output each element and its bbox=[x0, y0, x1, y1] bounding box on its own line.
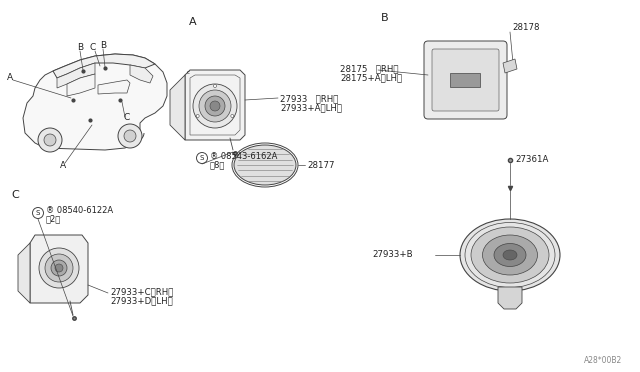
Ellipse shape bbox=[483, 235, 538, 275]
Circle shape bbox=[44, 134, 56, 146]
Text: ® 08543-6162A: ® 08543-6162A bbox=[210, 152, 277, 161]
Text: A: A bbox=[60, 161, 66, 170]
Ellipse shape bbox=[171, 95, 183, 121]
Circle shape bbox=[118, 124, 142, 148]
Ellipse shape bbox=[174, 101, 180, 115]
Polygon shape bbox=[18, 243, 30, 303]
Polygon shape bbox=[185, 70, 245, 140]
Polygon shape bbox=[30, 235, 88, 303]
Circle shape bbox=[214, 84, 216, 87]
Text: 27933+C（RH）: 27933+C（RH） bbox=[110, 287, 173, 296]
Text: （2）: （2） bbox=[46, 214, 61, 223]
Text: B: B bbox=[100, 42, 106, 51]
Text: 27933+B: 27933+B bbox=[372, 250, 413, 259]
Circle shape bbox=[33, 208, 44, 218]
Text: C: C bbox=[11, 190, 19, 200]
Ellipse shape bbox=[460, 219, 560, 291]
Circle shape bbox=[196, 115, 199, 118]
Circle shape bbox=[199, 90, 231, 122]
Circle shape bbox=[38, 128, 62, 152]
Ellipse shape bbox=[494, 244, 526, 266]
Ellipse shape bbox=[471, 227, 549, 283]
Text: B: B bbox=[77, 44, 83, 52]
Text: C: C bbox=[124, 113, 130, 122]
Text: ® 08540-6122A: ® 08540-6122A bbox=[46, 206, 113, 215]
FancyBboxPatch shape bbox=[432, 49, 499, 111]
Text: C: C bbox=[90, 44, 96, 52]
Circle shape bbox=[51, 260, 67, 276]
Text: （8）: （8） bbox=[210, 160, 225, 169]
Circle shape bbox=[196, 153, 207, 164]
Text: 28175+A（LH）: 28175+A（LH） bbox=[340, 73, 402, 82]
Text: 28175   （RH）: 28175 （RH） bbox=[340, 64, 399, 73]
Ellipse shape bbox=[503, 250, 517, 260]
Text: S: S bbox=[200, 155, 204, 161]
Circle shape bbox=[231, 115, 234, 118]
Text: 27933+D（LH）: 27933+D（LH） bbox=[110, 296, 173, 305]
Polygon shape bbox=[170, 75, 185, 140]
Ellipse shape bbox=[234, 145, 296, 185]
Text: c: c bbox=[186, 71, 189, 76]
Circle shape bbox=[39, 248, 79, 288]
Ellipse shape bbox=[19, 259, 27, 279]
Polygon shape bbox=[498, 287, 522, 309]
Text: S: S bbox=[36, 210, 40, 216]
Text: A: A bbox=[7, 74, 13, 83]
Text: 28177: 28177 bbox=[307, 161, 335, 170]
Circle shape bbox=[210, 101, 220, 111]
Text: 27933+A（LH）: 27933+A（LH） bbox=[280, 103, 342, 112]
Polygon shape bbox=[130, 65, 153, 83]
Polygon shape bbox=[67, 74, 95, 96]
Text: 27933   （RH）: 27933 （RH） bbox=[280, 94, 339, 103]
FancyBboxPatch shape bbox=[424, 41, 507, 119]
Text: 27361A: 27361A bbox=[515, 155, 548, 164]
Circle shape bbox=[193, 84, 237, 128]
Text: 28178: 28178 bbox=[512, 23, 540, 32]
Text: A: A bbox=[189, 17, 197, 27]
Polygon shape bbox=[57, 63, 95, 88]
Text: B: B bbox=[381, 13, 389, 23]
Bar bbox=[450, 73, 480, 87]
Polygon shape bbox=[98, 80, 130, 94]
Circle shape bbox=[55, 264, 63, 272]
Text: A28*00B2: A28*00B2 bbox=[584, 356, 622, 365]
Polygon shape bbox=[23, 54, 167, 150]
Circle shape bbox=[45, 254, 73, 282]
Polygon shape bbox=[53, 54, 155, 78]
Polygon shape bbox=[503, 59, 517, 73]
Circle shape bbox=[124, 130, 136, 142]
Circle shape bbox=[205, 96, 225, 116]
